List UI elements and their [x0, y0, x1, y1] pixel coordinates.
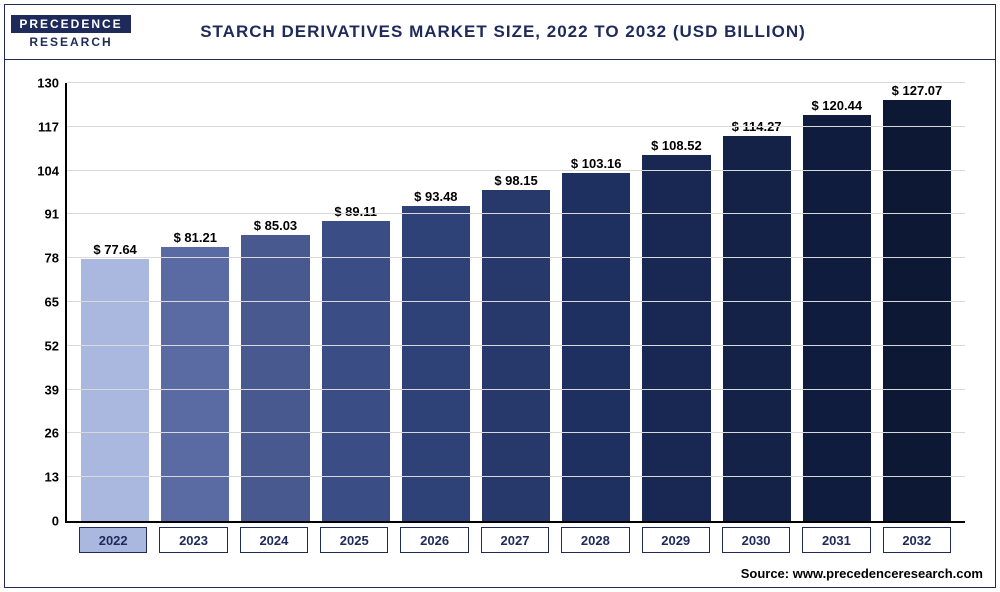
x-category: 2025	[320, 527, 388, 553]
bar-value-label: $ 93.48	[414, 189, 457, 204]
x-category: 2023	[159, 527, 227, 553]
bar-rect	[642, 155, 710, 521]
x-category: 2027	[481, 527, 549, 553]
bar-rect	[723, 136, 791, 521]
x-category: 2022	[79, 527, 147, 553]
bar-slot: $ 98.15	[482, 83, 550, 521]
ytick-label: 117	[38, 119, 67, 134]
bar-rect	[81, 259, 149, 521]
bar-slot: $ 120.44	[803, 83, 871, 521]
bars-container: $ 77.64 $ 81.21 $ 85.03 $ 89.11 $ 93.48 $ 98.…	[67, 83, 965, 521]
gridline	[67, 476, 965, 477]
bar-slot: $ 89.11	[322, 83, 390, 521]
gridline	[67, 257, 965, 258]
ytick-label: 91	[45, 207, 67, 222]
ytick-label: 78	[45, 251, 67, 266]
bar-value-label: $ 120.44	[811, 98, 862, 113]
x-category: 2028	[561, 527, 629, 553]
logo: PRECEDENCE RESEARCH	[11, 9, 131, 55]
x-category: 2024	[240, 527, 308, 553]
ytick-label: 26	[45, 426, 67, 441]
bar-value-label: $ 127.07	[892, 83, 943, 98]
gridline	[67, 170, 965, 171]
bar-rect	[482, 190, 550, 521]
x-category: 2031	[802, 527, 870, 553]
bar-slot: $ 127.07	[883, 83, 951, 521]
bar-rect	[161, 247, 229, 521]
bar-rect	[883, 100, 951, 521]
bar-value-label: $ 108.52	[651, 138, 702, 153]
x-category: 2029	[642, 527, 710, 553]
gridline	[67, 432, 965, 433]
bar-slot: $ 108.52	[642, 83, 710, 521]
bar-value-label: $ 81.21	[174, 230, 217, 245]
logo-line2: RESEARCH	[11, 33, 131, 49]
x-axis: 2022 2023 2024 2025 2026 2027 2028 2029 2030 2031…	[65, 527, 965, 553]
bar-slot: $ 85.03	[241, 83, 309, 521]
bar-rect	[402, 206, 470, 521]
header: PRECEDENCE RESEARCH STARCH DERIVATIVES M…	[5, 5, 995, 60]
bar-value-label: $ 98.15	[494, 173, 537, 188]
gridline	[67, 213, 965, 214]
plot-area: $ 77.64 $ 81.21 $ 85.03 $ 89.11 $ 93.48 $ 98.…	[65, 83, 965, 523]
bar-slot: $ 77.64	[81, 83, 149, 521]
bar-rect	[241, 235, 309, 521]
bar-slot: $ 81.21	[161, 83, 229, 521]
x-category: 2026	[400, 527, 468, 553]
chart-title: STARCH DERIVATIVES MARKET SIZE, 2022 TO …	[131, 22, 875, 42]
page-root: PRECEDENCE RESEARCH STARCH DERIVATIVES M…	[0, 0, 1000, 592]
ytick-label: 13	[45, 470, 67, 485]
gridline	[67, 345, 965, 346]
gridline	[67, 126, 965, 127]
x-category: 2032	[883, 527, 951, 553]
bar-value-label: $ 77.64	[93, 242, 136, 257]
chart-body: $ 77.64 $ 81.21 $ 85.03 $ 89.11 $ 93.48 $ 98.…	[5, 59, 995, 587]
logo-line1: PRECEDENCE	[11, 15, 131, 33]
ytick-label: 52	[45, 338, 67, 353]
x-category: 2030	[722, 527, 790, 553]
gridline	[67, 389, 965, 390]
ytick-label: 39	[45, 382, 67, 397]
bar-slot: $ 103.16	[562, 83, 630, 521]
bar-slot: $ 114.27	[723, 83, 791, 521]
gridline	[67, 301, 965, 302]
ytick-label: 104	[37, 163, 67, 178]
bar-slot: $ 93.48	[402, 83, 470, 521]
chart-frame: PRECEDENCE RESEARCH STARCH DERIVATIVES M…	[4, 4, 996, 588]
bar-rect	[562, 173, 630, 521]
gridline	[67, 82, 965, 83]
bar-value-label: $ 85.03	[254, 218, 297, 233]
ytick-label: 65	[45, 295, 67, 310]
bar-value-label: $ 89.11	[334, 204, 377, 219]
source-label: Source: www.precedenceresearch.com	[741, 566, 983, 581]
bar-rect	[803, 115, 871, 521]
ytick-label: 130	[37, 76, 67, 91]
